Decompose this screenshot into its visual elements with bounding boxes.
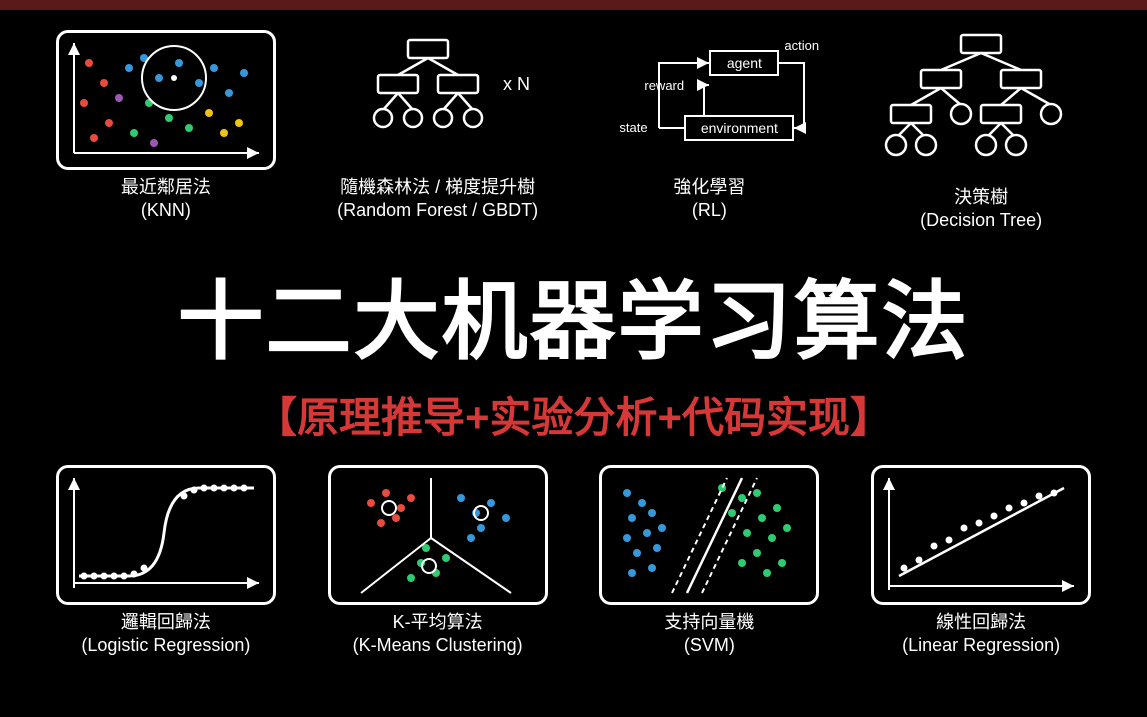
top-accent-bar: [0, 0, 1147, 10]
main-container: 最近鄰居法 (KNN): [0, 10, 1147, 658]
knn-svg: [59, 33, 273, 167]
caption-dt: 決策樹 (Decision Tree): [920, 186, 1042, 233]
caption-knn-en: (KNN): [121, 199, 211, 222]
card-dt: 決策樹 (Decision Tree): [855, 30, 1107, 233]
diagram-rf: x N: [328, 30, 548, 170]
caption-svm: 支持向量機 (SVM): [664, 611, 754, 658]
caption-svm-en: (SVM): [664, 634, 754, 657]
subtitle: 【原理推导+实验分析+代码实现】: [40, 384, 1107, 445]
caption-kmeans-zh: K-平均算法: [353, 611, 523, 634]
kmeans-svg: [331, 468, 545, 602]
diagram-logistic: [56, 465, 276, 605]
card-rf: x N 隨機森林法 / 梯度提升樹 (Random Forest / GBDT): [312, 30, 564, 233]
caption-dt-en: (Decision Tree): [920, 209, 1042, 232]
card-svm: 支持向量機 (SVM): [584, 465, 836, 658]
caption-kmeans-en: (K-Means Clustering): [353, 634, 523, 657]
dt-svg: [861, 30, 1101, 180]
caption-rl-zh: 強化學習: [673, 176, 745, 199]
caption-knn: 最近鄰居法 (KNN): [121, 176, 211, 223]
diagram-linear: [871, 465, 1091, 605]
card-kmeans: K-平均算法 (K-Means Clustering): [312, 465, 564, 658]
caption-linear-en: (Linear Regression): [902, 634, 1060, 657]
caption-logistic-en: (Logistic Regression): [81, 634, 250, 657]
diagram-kmeans: [328, 465, 548, 605]
caption-svm-zh: 支持向量機: [664, 611, 754, 634]
card-linear: 線性回歸法 (Linear Regression): [855, 465, 1107, 658]
svm-svg: [602, 468, 816, 602]
caption-rf-zh: 隨機森林法 / 梯度提升樹: [337, 176, 538, 199]
rf-svg: x N: [328, 30, 548, 170]
caption-rf: 隨機森林法 / 梯度提升樹 (Random Forest / GBDT): [337, 176, 538, 223]
linear-svg: [874, 468, 1088, 602]
caption-logistic-zh: 邏輯回歸法: [81, 611, 250, 634]
caption-logistic: 邏輯回歸法 (Logistic Regression): [81, 611, 250, 658]
rl-arrows: [589, 30, 829, 170]
diagram-dt: [861, 30, 1101, 180]
caption-dt-zh: 決策樹: [920, 186, 1042, 209]
main-title: 十二大机器学习算法: [40, 251, 1107, 376]
top-row: 最近鄰居法 (KNN): [40, 30, 1107, 233]
diagram-svm: [599, 465, 819, 605]
caption-rl-en: (RL): [673, 199, 745, 222]
caption-rf-en: (Random Forest / GBDT): [337, 199, 538, 222]
diagram-knn: [56, 30, 276, 170]
card-rl: agent environment reward state action: [584, 30, 836, 233]
caption-linear-zh: 線性回歸法: [902, 611, 1060, 634]
bottom-row: 邏輯回歸法 (Logistic Regression) K-平均算法 (K-Me…: [40, 465, 1107, 658]
caption-linear: 線性回歸法 (Linear Regression): [902, 611, 1060, 658]
rf-xn-label: x N: [503, 74, 530, 94]
card-logistic: 邏輯回歸法 (Logistic Regression): [40, 465, 292, 658]
caption-rl: 強化學習 (RL): [673, 176, 745, 223]
diagram-rl: agent environment reward state action: [589, 30, 829, 170]
caption-knn-zh: 最近鄰居法: [121, 176, 211, 199]
card-knn: 最近鄰居法 (KNN): [40, 30, 292, 233]
caption-kmeans: K-平均算法 (K-Means Clustering): [353, 611, 523, 658]
logistic-svg: [59, 468, 273, 602]
